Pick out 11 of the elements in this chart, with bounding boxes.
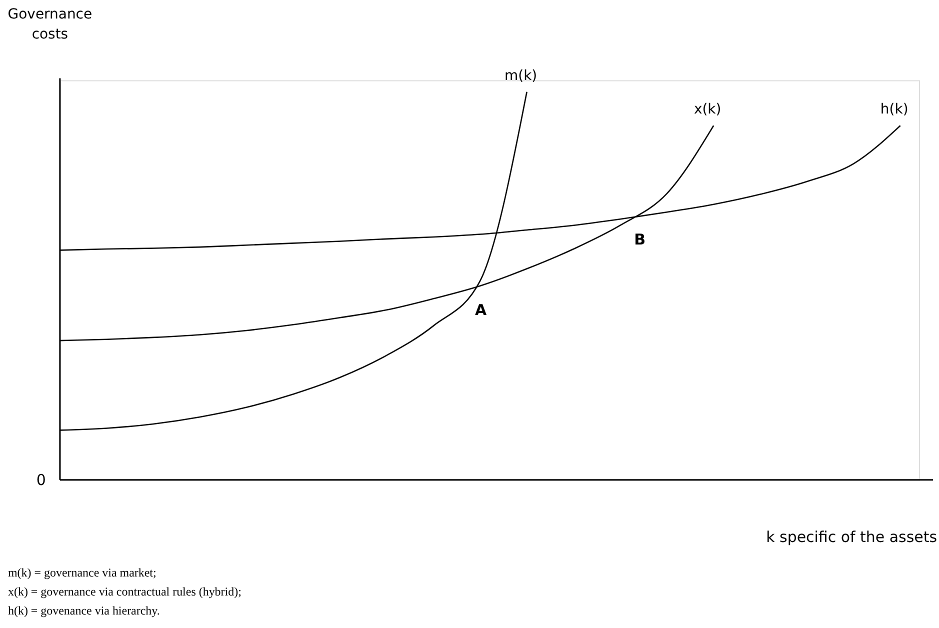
annotation: A [475, 300, 488, 319]
text: m(k) = governance via market; [8, 566, 156, 580]
text: h(k) = govenance via hierarchy. [8, 604, 160, 618]
y-axis-title: Governance costs [8, 6, 92, 42]
x-axis-title: k specific of the assets [766, 528, 938, 546]
annotation: B [634, 230, 646, 248]
text: x(k) = governance via contractual rules (hybrid); [8, 584, 242, 599]
text: 0 [36, 470, 46, 489]
series-label: x(k) [694, 102, 722, 118]
series-label: h(k) [880, 102, 908, 118]
series-label: m(k) [504, 68, 538, 84]
